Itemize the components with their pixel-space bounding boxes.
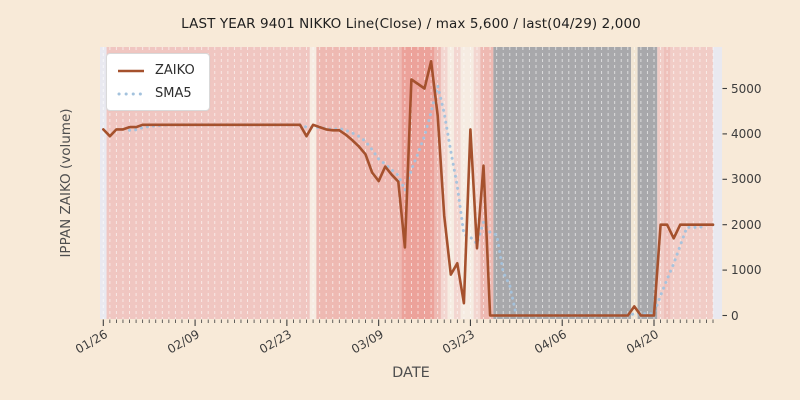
- x-tick-label: 02/23: [256, 327, 294, 357]
- y-axis-label: IPPAN ZAIKO (volume): [58, 108, 74, 258]
- legend-item-sma5: SMA5: [117, 83, 195, 104]
- y-tick-label: 2000: [731, 217, 762, 232]
- y-tick-label: 1000: [731, 263, 762, 278]
- x-tick-label: 04/20: [624, 327, 661, 357]
- x-tick-label: 01/26: [73, 327, 111, 357]
- sma5-line-swatch: [117, 92, 145, 95]
- legend-item-zaiko: ZAIKO: [117, 60, 195, 81]
- chart-title: LAST YEAR 9401 NIKKO Line(Close) / max 5…: [181, 16, 641, 32]
- zaiko-line-swatch: [118, 69, 144, 72]
- legend-label-sma5: SMA5: [155, 86, 192, 101]
- x-tick-label: 02/09: [165, 327, 203, 357]
- legend: ZAIKO SMA5: [106, 53, 210, 111]
- y-tick-label: 3000: [731, 172, 762, 187]
- x-tick-label: 04/06: [532, 327, 570, 357]
- plot-canvas: [101, 47, 727, 326]
- y-tick-label: 4000: [731, 126, 762, 141]
- x-axis-label: DATE: [392, 365, 430, 381]
- legend-label-zaiko: ZAIKO: [155, 63, 195, 78]
- x-tick-label: 03/23: [440, 327, 478, 357]
- y-tick-label: 0: [731, 308, 739, 323]
- plot-area: [100, 47, 727, 326]
- x-tick-label: 03/09: [348, 327, 386, 357]
- y-tick-label: 5000: [731, 81, 762, 96]
